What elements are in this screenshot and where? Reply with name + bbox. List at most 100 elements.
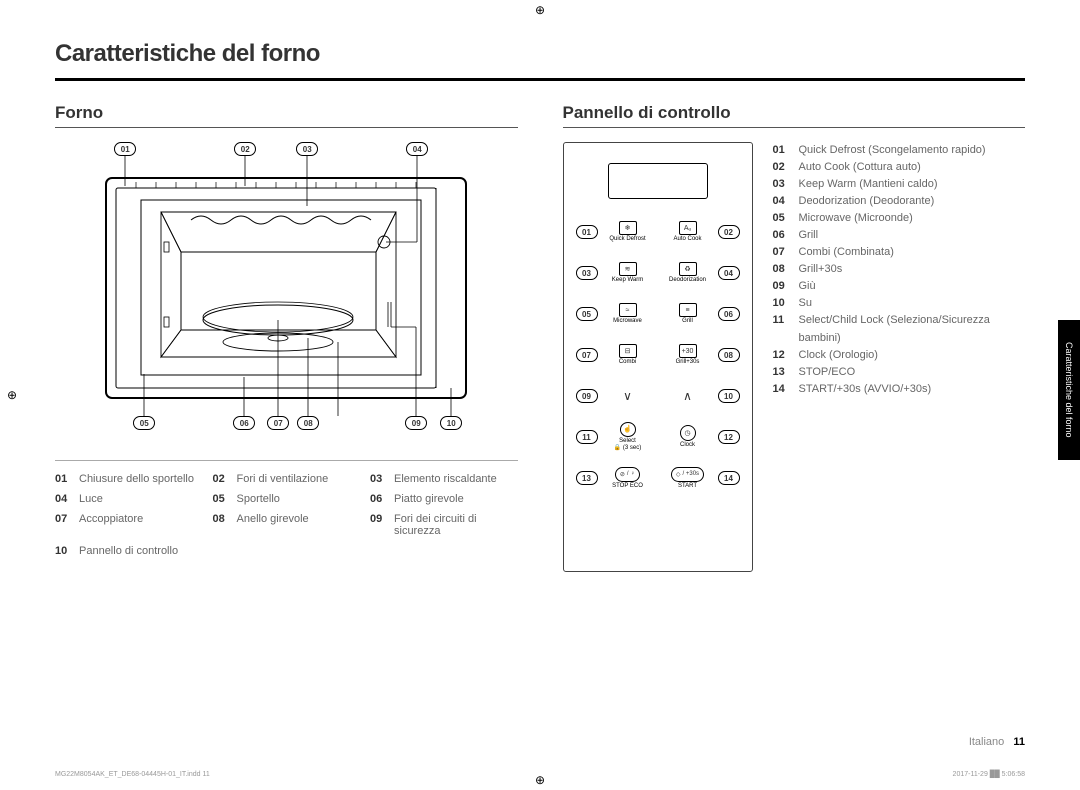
panel-callout: 08 — [718, 348, 740, 362]
panel-button-icon: ♻ — [679, 262, 697, 276]
legend-text: Pannello di controllo — [79, 545, 178, 557]
panel-callout: 06 — [718, 307, 740, 321]
panel-button[interactable]: ❄Quick Defrost — [609, 217, 647, 247]
legend-item: 10Pannello di controllo — [55, 545, 203, 557]
legend-num: 01 — [55, 473, 73, 485]
panel-button-label: STOP ECO — [612, 483, 643, 490]
clock-button[interactable]: ◷Clock — [669, 422, 707, 452]
legend-text: Fori di ventilazione — [237, 473, 329, 485]
callout-10: 10 — [440, 416, 462, 430]
callout-07: 07 — [267, 416, 289, 430]
panel-button[interactable]: ⊟Combi — [609, 340, 647, 370]
legend-text: Fori dei circuiti di sicurezza — [394, 513, 518, 537]
panel-button-label: Grill+30s — [676, 359, 700, 366]
start-button[interactable]: ◇/ +30sSTART — [669, 463, 707, 493]
legend-num: 06 — [370, 493, 388, 505]
panel-callout: 05 — [576, 307, 598, 321]
legend-text: Elemento riscaldante — [394, 473, 497, 485]
stop-icon: ⊘ — [620, 471, 625, 478]
panel-list-num: 13 — [773, 364, 791, 381]
panel-heading: Pannello di controllo — [563, 103, 1026, 123]
panel-button[interactable]: ♻Deodorization — [669, 258, 707, 288]
panel-button-label: Clock — [680, 442, 695, 449]
panel-list-text: STOP/ECO — [799, 364, 856, 381]
panel-callout: 14 — [718, 471, 740, 485]
panel-callout: 01 — [576, 225, 598, 239]
panel-button[interactable]: ≋Keep Warm — [609, 258, 647, 288]
panel-list-text: Grill — [799, 227, 819, 244]
panel-callout: 13 — [576, 471, 598, 485]
legend-item: 09Fori dei circuiti di sicurezza — [370, 513, 518, 537]
panel-button-icon: ≡ — [679, 303, 697, 317]
panel-list-item: 05Microwave (Microonde) — [773, 210, 1026, 227]
hand-icon: ☝ — [620, 422, 636, 437]
legend-num: 02 — [213, 473, 231, 485]
panel-button[interactable]: +30Grill+30s — [669, 340, 707, 370]
oven-diagram: 01 02 03 04 — [86, 142, 486, 442]
panel-list-text: Grill+30s — [799, 261, 843, 278]
callout-02: 02 — [234, 142, 256, 156]
panel-callout: 09 — [576, 389, 598, 403]
panel-list-num: 01 — [773, 142, 791, 159]
panel-callout: 11 — [576, 430, 598, 444]
page-title: Caratteristiche del forno — [55, 40, 1025, 68]
forno-heading: Forno — [55, 103, 518, 123]
clock-icon: ◷ — [680, 425, 696, 441]
panel-list-num: 09 — [773, 278, 791, 295]
callout-03: 03 — [296, 142, 318, 156]
panel-button-icon: ≋ — [619, 262, 637, 276]
panel-callout: 07 — [576, 348, 598, 362]
panel-callout: 10 — [718, 389, 740, 403]
legend-text: Piatto girevole — [394, 493, 464, 505]
stop-eco-button[interactable]: ⊘/♀STOP ECO — [609, 463, 647, 493]
legend-text: Anello girevole — [237, 513, 309, 537]
panel-list-text: Combi (Combinata) — [799, 244, 894, 261]
legend-text: Luce — [79, 493, 103, 505]
panel-list-num: 10 — [773, 295, 791, 312]
footer-language: Italiano — [969, 736, 1004, 748]
callout-05: 05 — [133, 416, 155, 430]
up-button[interactable]: ∧ — [669, 381, 707, 411]
panel-button[interactable]: ≈Microwave — [609, 299, 647, 329]
legend-item: 02 Fori di ventilazione — [213, 473, 361, 485]
panel-button[interactable]: AᵤAuto Cook — [669, 217, 707, 247]
legend-item: 08Anello girevole — [213, 513, 361, 537]
panel-button-icon: +30 — [679, 344, 697, 358]
legend-item: 07Accoppiatore — [55, 513, 203, 537]
panel-list-text: Su — [799, 295, 812, 312]
panel-button[interactable]: ≡Grill — [669, 299, 707, 329]
panel-list-text: Select/Child Lock (Seleziona/Sicurezza b… — [799, 312, 1026, 346]
panel-list-num: 03 — [773, 176, 791, 193]
panel-list-item: 06Grill — [773, 227, 1026, 244]
eco-icon: ♀ — [631, 471, 636, 477]
col-panel: Pannello di controllo 01 ❄Quick Defrost Aᵤ… — [563, 103, 1026, 572]
panel-list-item: 14START/+30s (AVVIO/+30s) — [773, 381, 1026, 398]
oven-svg — [86, 142, 486, 442]
registration-mark-icon: ⊕ — [534, 4, 546, 16]
panel-list-item: 03 Keep Warm (Mantieni caldo) — [773, 176, 1026, 193]
panel-list-item: 04Deodorization (Deodorante) — [773, 193, 1026, 210]
legend-item: 01Chiusure dello sportello — [55, 473, 203, 485]
panel-rule — [563, 127, 1026, 128]
legend-num: 09 — [370, 513, 388, 537]
legend-item: 03Elemento riscaldante — [370, 473, 518, 485]
panel-list-text: Clock (Orologio) — [799, 347, 878, 364]
display-screen — [608, 163, 708, 199]
side-tab: Caratteristiche del forno — [1058, 320, 1080, 460]
panel-list-item: 11Select/Child Lock (Seleziona/Sicurezza… — [773, 312, 1026, 346]
select-button[interactable]: ☝Select🔒 (3 sec) — [609, 422, 647, 452]
print-footer: MG22M8054AK_ET_DE68-04445H-01_IT.indd 11… — [55, 771, 1025, 778]
legend-item: 04Luce — [55, 493, 203, 505]
panel-list-text: Keep Warm (Mantieni caldo) — [799, 176, 938, 193]
legend-num: 05 — [213, 493, 231, 505]
down-button[interactable]: ∨ — [609, 381, 647, 411]
callout-08: 08 — [297, 416, 319, 430]
callout-04: 04 — [406, 142, 428, 156]
panel-list-num: 11 — [773, 312, 791, 346]
panel-callout: 12 — [718, 430, 740, 444]
col-forno: Forno 01 02 03 04 — [55, 103, 518, 572]
control-panel-diagram: 01❄Quick DefrostAᵤAuto Cook0203≋Keep War… — [563, 142, 753, 572]
panel-list-item: 02Auto Cook (Cottura auto) — [773, 159, 1026, 176]
panel-legend-list: 01Quick Defrost (Scongelamento rapido)02… — [773, 142, 1026, 572]
panel-list-text: Deodorization (Deodorante) — [799, 193, 935, 210]
